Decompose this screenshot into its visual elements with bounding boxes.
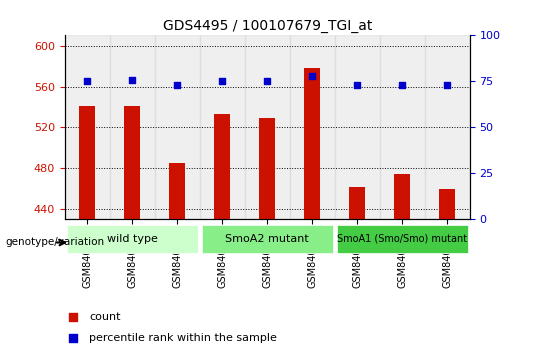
Point [336, 246, 345, 251]
Bar [245, 35, 290, 219]
Bar [425, 35, 470, 219]
FancyBboxPatch shape [202, 225, 333, 253]
Bar [200, 35, 245, 219]
Title: GDS4495 / 100107679_TGI_at: GDS4495 / 100107679_TGI_at [163, 19, 372, 33]
Point [308, 73, 316, 79]
Point [263, 79, 272, 84]
Bar [305, 68, 320, 219]
Bar [155, 35, 200, 219]
Point [336, 52, 345, 58]
Bar [290, 35, 335, 219]
Bar [394, 175, 410, 219]
Bar [214, 114, 230, 219]
Bar [349, 187, 365, 219]
Bar [79, 106, 95, 219]
Text: wild type: wild type [107, 234, 158, 244]
Text: count: count [89, 312, 120, 322]
Bar [124, 106, 140, 219]
Point [128, 77, 137, 82]
Text: SmoA2 mutant: SmoA2 mutant [225, 234, 309, 244]
FancyBboxPatch shape [67, 225, 198, 253]
Point [173, 82, 181, 88]
Bar [380, 35, 425, 219]
FancyBboxPatch shape [337, 225, 468, 253]
Bar [259, 118, 275, 219]
Bar [65, 35, 110, 219]
Bar [335, 35, 380, 219]
Bar [440, 189, 455, 219]
Point [353, 82, 362, 88]
Point [218, 79, 227, 84]
Point [83, 79, 92, 84]
Bar [170, 163, 185, 219]
Text: SmoA1 (Smo/Smo) mutant: SmoA1 (Smo/Smo) mutant [338, 234, 467, 244]
Bar [110, 35, 155, 219]
Text: genotype/variation: genotype/variation [5, 238, 105, 247]
Point [443, 82, 451, 88]
Point [398, 82, 407, 88]
Text: percentile rank within the sample: percentile rank within the sample [89, 333, 277, 343]
